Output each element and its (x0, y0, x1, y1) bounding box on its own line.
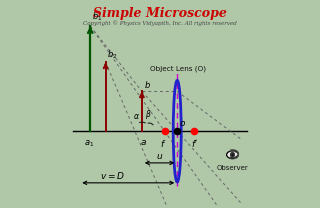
Text: Object Lens (O): Object Lens (O) (150, 66, 206, 72)
Text: $b$: $b$ (144, 78, 151, 89)
Text: $u$: $u$ (156, 152, 163, 161)
Text: $a$: $a$ (140, 138, 147, 147)
Text: $\alpha$: $\alpha$ (133, 112, 140, 121)
Ellipse shape (231, 153, 234, 156)
Text: $b_2$: $b_2$ (108, 48, 118, 61)
Text: $a_1$: $a_1$ (84, 138, 94, 149)
Text: $o$: $o$ (180, 119, 187, 128)
Text: Copyright © Physics Vidyapith, Inc. All rights reserved: Copyright © Physics Vidyapith, Inc. All … (83, 20, 237, 26)
Text: $v = D$: $v = D$ (100, 170, 125, 181)
Text: $f'$: $f'$ (191, 138, 198, 149)
Text: Observer: Observer (217, 165, 248, 171)
Ellipse shape (227, 151, 238, 158)
Text: $f$: $f$ (160, 138, 167, 149)
Text: Simple Microscope: Simple Microscope (93, 7, 227, 20)
Text: $\beta$: $\beta$ (146, 108, 152, 121)
Ellipse shape (230, 152, 235, 157)
Text: $b_1$: $b_1$ (92, 11, 102, 23)
